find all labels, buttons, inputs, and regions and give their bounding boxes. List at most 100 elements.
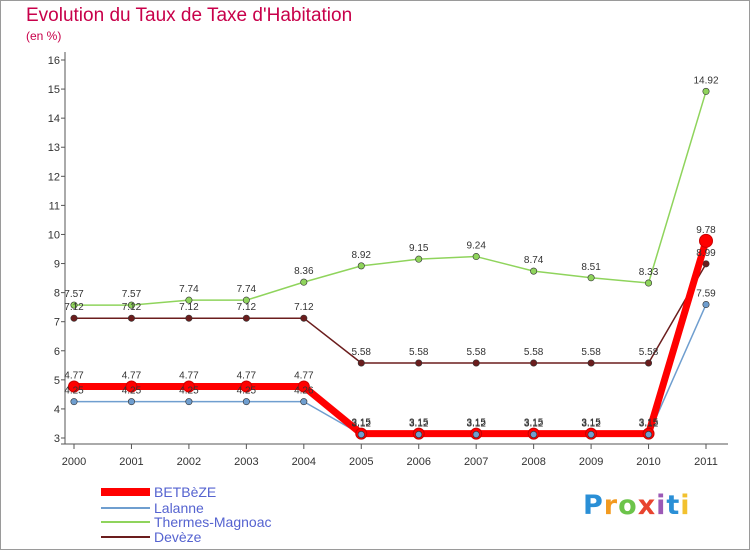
data-label: 3.15 [524,418,544,429]
series-point-0 [182,380,195,393]
chart-axes: 3 4 5 6 7 8 9 10 11 12 13 14 15 16 2000 2001 2002 2003 200… [48,52,728,468]
series-point-3 [530,359,538,367]
data-label: 4.26 [294,386,314,397]
data-label: 7.57 [122,289,142,300]
logo-letter: r [603,490,619,521]
data-label: 3.12 [466,419,486,430]
series-point-3 [357,359,365,367]
data-label: 3.15 [639,418,659,429]
series-point-1 [127,398,135,406]
series-point-3 [472,359,480,367]
series-point-3 [645,359,653,367]
y-tick-label: 12 [48,171,60,183]
x-tick-label: 2006 [406,456,430,468]
series-point-1 [185,398,193,406]
series-point-2 [300,278,308,286]
data-label: 7.12 [122,302,142,313]
series-point-1 [415,431,423,439]
data-label: 14.92 [693,75,718,86]
data-label: 5.58 [581,347,601,358]
data-label: 4.77 [122,371,142,382]
series-point-2 [70,301,78,309]
data-label: 7.12 [179,302,199,313]
x-tick-label: 2002 [177,456,201,468]
series-point-1 [702,301,710,309]
data-label: 7.74 [237,284,257,295]
data-labels: 4.77 4.77 4.77 4.77 4.77 3.15 3.15 3.15 3.15 3.15… [64,75,719,429]
series-point-0 [240,380,253,393]
series-line-1 [74,304,707,436]
x-tick-label: 2007 [464,456,488,468]
data-label: 7.12 [64,302,84,313]
series-point-2 [127,301,135,309]
series-point-0 [68,380,80,393]
logo-letter: t [666,490,681,521]
logo-letter: x [637,490,657,521]
data-label: 3.15 [466,418,486,429]
y-tick-label: 11 [49,200,60,212]
logo-letter: P [583,490,604,521]
series-point-0 [125,380,138,393]
series-point-0 [699,233,713,248]
x-tick-label: 2011 [694,456,718,468]
data-label: 9.15 [409,243,429,254]
data-label: 4.77 [64,371,84,382]
data-label: 8.92 [352,250,372,261]
series-point-1 [242,398,250,406]
x-tick-label: 2000 [62,456,86,468]
data-label: 4.77 [237,371,257,382]
series-point-2 [357,262,365,270]
series-point-2 [702,87,710,95]
data-label: 4.77 [294,371,314,382]
x-tick-label: 2001 [119,456,143,468]
legend-label: Devèze [154,529,202,545]
x-tick-label: 2003 [234,456,258,468]
data-label: 8.33 [639,267,659,278]
y-tick-label: 6 [54,346,60,358]
data-label: 8.99 [696,248,716,259]
data-label: 4.25 [64,386,84,397]
proxiti-logo: Proxiti [583,490,691,521]
data-label: 3.12 [352,419,372,430]
series-point-3 [300,314,308,322]
series-point-2 [645,279,653,287]
data-label: 7.59 [696,289,716,300]
data-label: 5.58 [409,347,429,358]
chart-title: Evolution du Taux de Taxe d'Habitation [26,5,353,26]
data-label: 7.12 [237,302,257,313]
x-tick-label: 2005 [349,456,373,468]
data-label: 5.58 [466,347,486,358]
series-point-2 [472,253,480,261]
series-point-2 [415,255,423,263]
data-label: 9.78 [696,225,716,236]
y-tick-label: 15 [48,84,60,96]
data-label: 3.12 [409,419,429,430]
data-label: 8.36 [294,266,314,277]
data-label: 3.12 [581,419,601,430]
data-label: 8.51 [581,262,601,273]
legend-label: Lalanne [154,500,204,516]
data-label: 8.74 [524,255,544,266]
series-point-3 [702,260,710,268]
y-axis-unit-label: (en %) [26,29,62,43]
y-tick-label: 5 [54,375,60,387]
data-label: 4.25 [237,386,257,397]
data-label: 7.74 [179,284,199,295]
series-point-1 [300,398,308,406]
y-tick-label: 7 [54,317,60,329]
y-tick-label: 14 [48,113,60,125]
data-label: 9.24 [466,241,486,252]
series-line-0 [74,239,710,438]
data-label: 3.15 [352,418,372,429]
x-tick-label: 2008 [521,456,545,468]
series-point-3 [70,314,78,322]
x-tick-label: 2004 [292,456,316,468]
data-label: 7.57 [64,289,84,300]
data-label: 4.25 [179,386,199,397]
logo-letter: i [656,490,667,521]
series-point-1 [472,431,480,439]
logo-letter: i [680,490,691,521]
series-point-2 [185,296,193,304]
data-label: 4.25 [122,386,142,397]
y-tick-label: 4 [54,404,60,416]
